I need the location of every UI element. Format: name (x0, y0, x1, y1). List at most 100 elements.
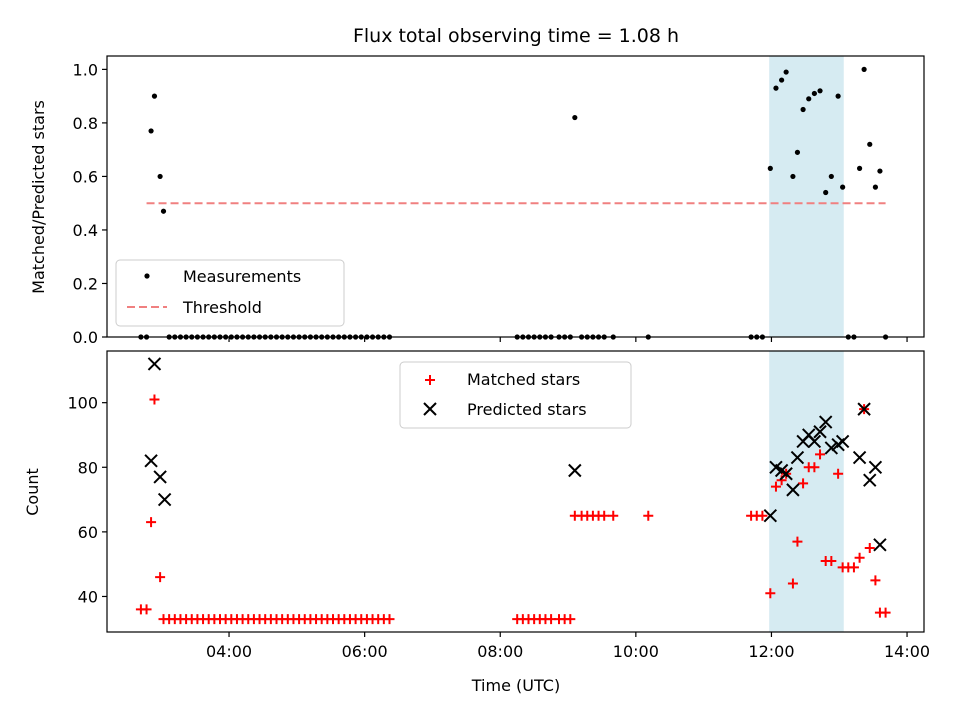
measurement-point (811, 90, 817, 97)
predicted-star-point (157, 492, 172, 507)
matched-star-point (787, 578, 798, 589)
measurement-point (794, 149, 801, 155)
legend-threshold-label: Threshold (182, 298, 262, 317)
matched-star-point (146, 517, 157, 528)
y-tick-label: 40 (78, 587, 98, 606)
predicted-star-point (835, 434, 850, 449)
matched-star-point (870, 575, 881, 586)
bottom-highlight-band (769, 351, 844, 632)
measurement-point (783, 69, 789, 75)
top-legend: Measurements Threshold (115, 259, 345, 327)
matched-star-point (155, 572, 166, 583)
measurement-point (151, 93, 158, 99)
legend-measurements-label: Measurements (183, 267, 301, 286)
matched-star-point (792, 536, 803, 547)
measurement-point (773, 85, 779, 91)
matched-star-point (643, 510, 654, 521)
predicted-star-point (813, 425, 827, 439)
y-tick-label: 0.4 (73, 221, 98, 240)
predicted-star-point (863, 473, 877, 487)
predicted-star-point (144, 454, 158, 468)
predicted-star-point (153, 470, 167, 484)
measurement-point (572, 114, 578, 121)
matched-star-point (854, 552, 865, 563)
measurement-point (872, 184, 879, 190)
top-y-axis-label: Matched/Predicted stars (29, 100, 48, 294)
y-tick-label: 0.8 (73, 114, 98, 133)
measurement-point (877, 168, 883, 174)
matched-star-point (848, 562, 859, 573)
bottom-y-axis-label: Count (23, 468, 42, 516)
matched-star-point (599, 510, 610, 521)
predicted-star-point (763, 509, 778, 523)
predicted-star-point (807, 434, 822, 449)
matched-star-point (141, 604, 152, 615)
matched-star-point (770, 481, 781, 492)
predicted-star-markers (144, 357, 887, 552)
y-tick-label: 0.0 (73, 328, 98, 347)
matched-star-point (608, 510, 619, 521)
x-tick-label: 12:00 (748, 642, 794, 661)
bottom-plot-frame (106, 350, 925, 633)
measurement-point (157, 173, 163, 180)
y-tick-label: 80 (78, 458, 98, 477)
top-x-ticks (228, 337, 908, 342)
legend-matched-label: Matched stars (467, 370, 580, 389)
measurement-point (800, 106, 806, 113)
x-tick-label: 14:00 (884, 642, 930, 661)
predicted-star-point (857, 402, 871, 416)
y-tick-label: 60 (78, 523, 98, 542)
measurement-point (790, 173, 796, 180)
y-tick-label: 100 (67, 394, 98, 413)
measurement-point (779, 77, 785, 83)
measurement-point (806, 96, 812, 102)
measurement-points (138, 66, 889, 340)
bottom-legend: Matched stars Predicted stars (399, 361, 632, 429)
predicted-star-point (873, 538, 887, 552)
predicted-star-point (147, 357, 162, 371)
predicted-star-point (824, 441, 839, 455)
bottom-y-ticks: 40 60 80 100 (67, 394, 107, 606)
legend-measurements-marker (144, 273, 150, 279)
matched-star-point (864, 543, 875, 554)
matched-star-point (384, 614, 395, 625)
bottom-legend-frame (399, 361, 632, 429)
matched-star-point (809, 462, 820, 473)
bottom-x-ticks: 04:00 06:00 08:00 10:00 12:00 14:00 (206, 632, 930, 661)
legend-matched-marker (425, 375, 435, 385)
top-highlight-band (769, 56, 844, 337)
measurement-point (148, 128, 154, 134)
predicted-star-point (779, 467, 793, 481)
measurement-point (835, 93, 841, 99)
legend-predicted-marker (423, 402, 437, 416)
matched-star-point (833, 468, 844, 479)
top-legend-frame (115, 259, 345, 327)
x-tick-label: 04:00 (206, 642, 252, 661)
matched-star-point (880, 607, 891, 618)
predicted-star-point (852, 450, 867, 465)
matched-star-point (798, 478, 809, 489)
matched-star-point (149, 394, 160, 405)
x-tick-label: 08:00 (477, 642, 523, 661)
measurement-point (828, 173, 834, 180)
predicted-star-point (786, 483, 800, 497)
y-tick-label: 0.2 (73, 274, 98, 293)
measurement-point (867, 141, 873, 147)
matched-star-point (565, 614, 576, 625)
predicted-star-point (790, 450, 805, 465)
predicted-star-point (868, 460, 883, 474)
top-panel: 0.0 0.2 0.4 0.6 0.8 1.0 Matched/Predicted sta… (29, 55, 925, 347)
measurement-point (861, 66, 867, 72)
matched-star-point (826, 555, 837, 566)
top-y-ticks: 0.0 0.2 0.4 0.6 0.8 1.0 (73, 60, 107, 347)
predicted-star-point (818, 415, 833, 429)
chart-title: Flux total observing time = 1.08 h (353, 25, 679, 47)
predicted-star-point (568, 463, 582, 478)
matched-star-point (765, 588, 776, 599)
x-tick-label: 06:00 (342, 642, 388, 661)
measurement-point (856, 165, 863, 171)
measurement-point (767, 165, 773, 171)
legend-predicted-label: Predicted stars (467, 400, 587, 419)
measurement-point (823, 189, 829, 196)
